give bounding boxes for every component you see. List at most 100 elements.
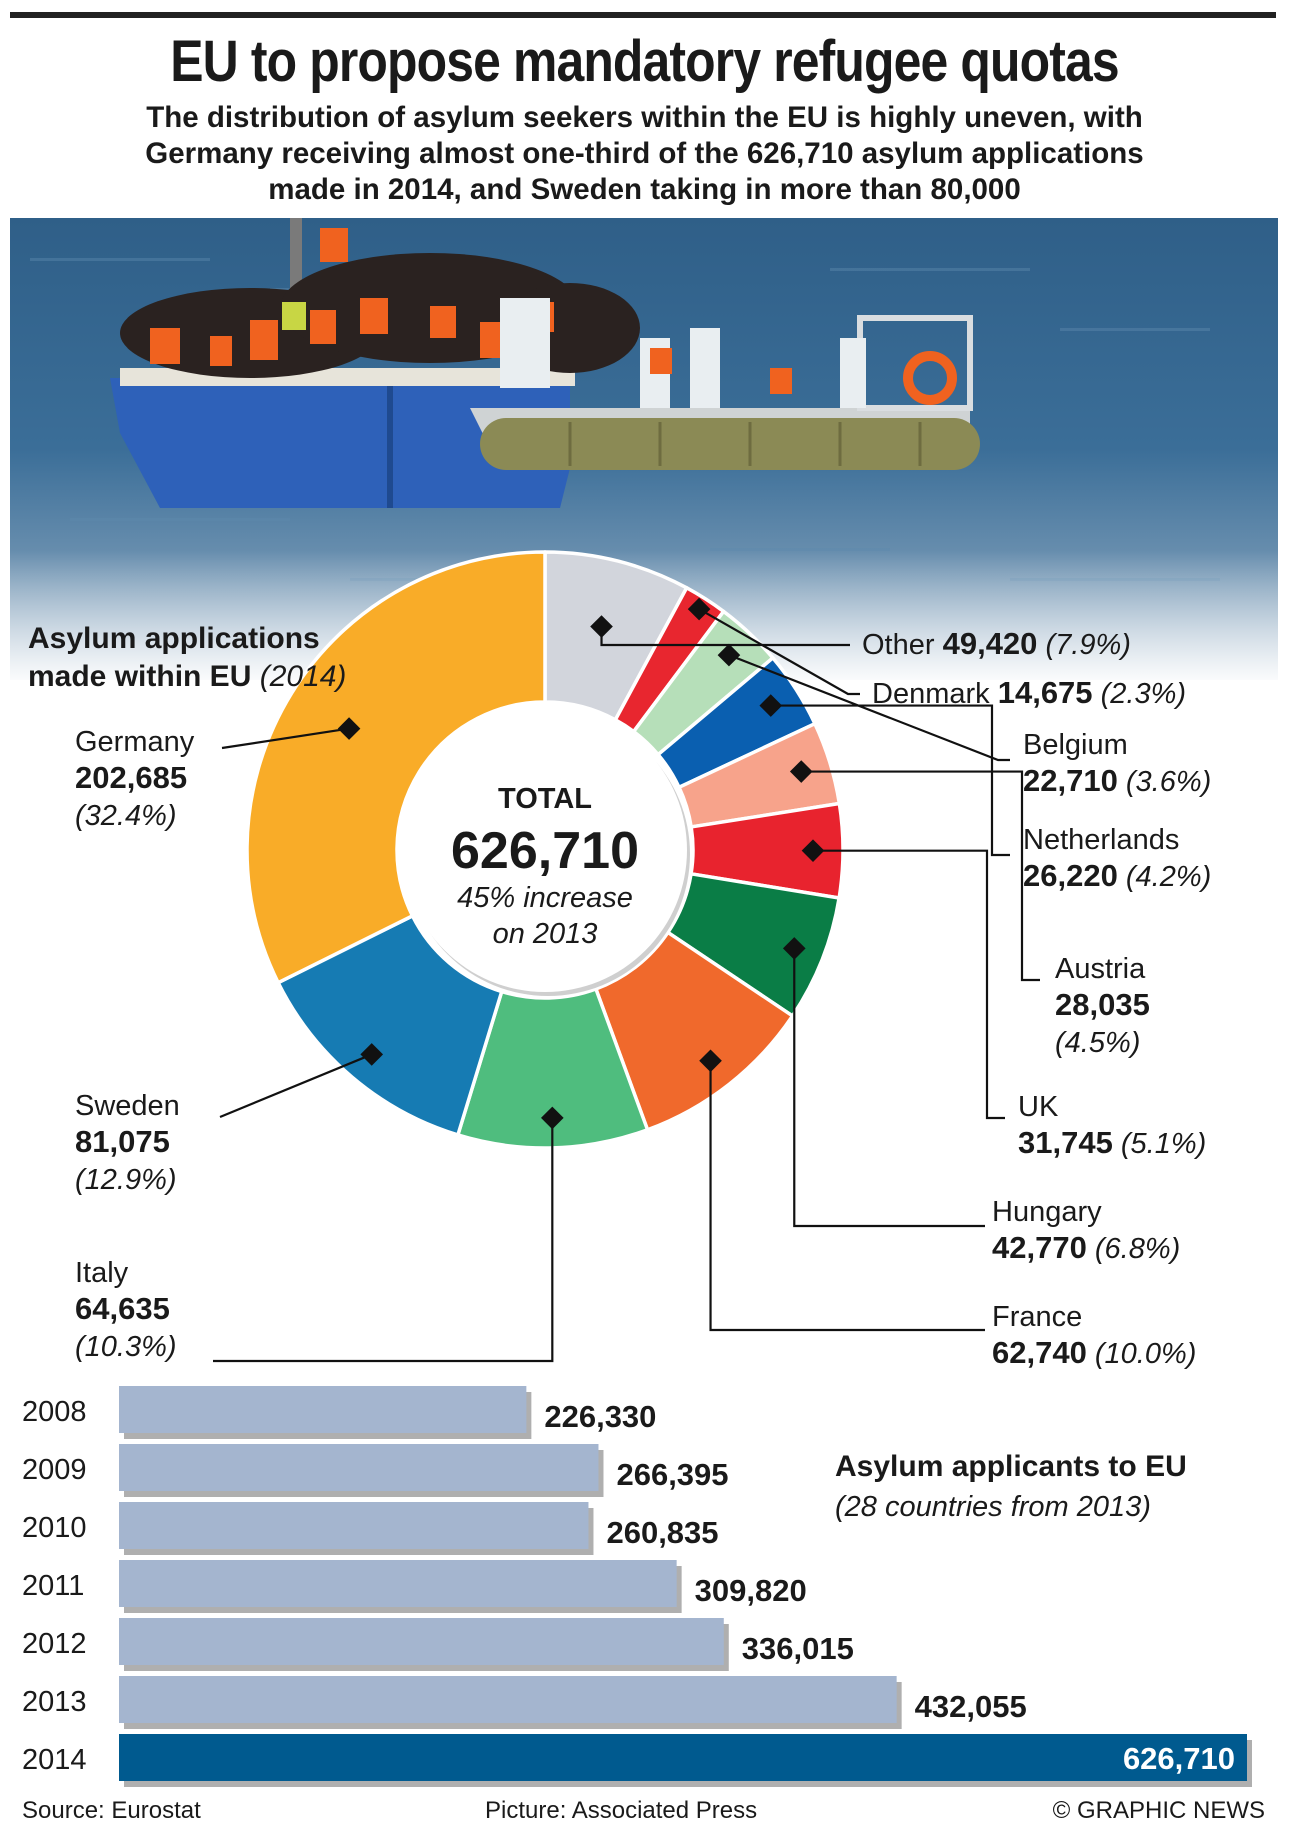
bar-value-2010: 260,835 xyxy=(606,1515,718,1550)
slice-value: 22,710 xyxy=(1023,763,1118,798)
slice-percent: (4.5%) xyxy=(1055,1027,1140,1059)
leader-marker xyxy=(782,937,806,960)
slice-label-hungary: 42,770 (6.8%) xyxy=(992,1230,1180,1265)
pie-leaders xyxy=(213,597,1040,1363)
leader-line xyxy=(728,654,1010,762)
slice-label-belgium: 22,710 (3.6%) xyxy=(1023,763,1211,798)
slice-value: 64,635 xyxy=(75,1291,170,1326)
bar-title: Asylum applicants to EU xyxy=(835,1450,1187,1483)
leader-marker xyxy=(590,615,613,638)
pie-title-note: (2014) xyxy=(260,660,347,693)
bar-value-2009: 266,395 xyxy=(616,1457,728,1492)
spacer xyxy=(1037,629,1045,661)
pie-title-text: made within EU xyxy=(28,660,260,693)
bar-category-2009: 2009 xyxy=(22,1454,87,1486)
leader-line xyxy=(801,770,1040,982)
center-note: 45% increase xyxy=(457,882,633,914)
slice-value: 14,675 xyxy=(998,675,1093,710)
slice-label-italy: (10.3%) xyxy=(75,1331,177,1363)
slice-name: Netherlands xyxy=(1023,824,1179,856)
bar-value-2012: 336,015 xyxy=(742,1631,854,1666)
slice-percent: (32.4%) xyxy=(75,800,177,832)
top-rule xyxy=(10,12,1276,18)
pie-slice-germany xyxy=(245,550,547,985)
pie-title: made within EU (2014) xyxy=(28,660,346,693)
slice-value: 62,740 xyxy=(992,1335,1087,1370)
leader-marker xyxy=(541,1106,564,1130)
spacer xyxy=(1087,1233,1095,1265)
slice-label-netherlands: 26,220 (4.2%) xyxy=(1023,858,1211,893)
slice-label-france: 62,740 (10.0%) xyxy=(992,1335,1196,1370)
slice-label-germany: (32.4%) xyxy=(75,800,177,832)
slice-label-italy: Italy xyxy=(75,1257,129,1289)
slice-name: Germany xyxy=(75,726,195,758)
bar-category-2008: 2008 xyxy=(22,1396,87,1428)
bar-note: (28 countries from 2013) xyxy=(835,1491,1151,1523)
slice-label-austria: Austria xyxy=(1055,953,1146,985)
slice-label-germany: 202,685 xyxy=(75,760,187,795)
spacer xyxy=(1118,861,1126,893)
slice-name: France xyxy=(992,1301,1082,1333)
bar-value-2013: 432,055 xyxy=(915,1689,1027,1724)
slice-label-sweden: 81,075 xyxy=(75,1124,170,1159)
slice-name: Denmark xyxy=(872,678,990,710)
pie-title: Asylum applications xyxy=(28,622,320,655)
slice-name: Austria xyxy=(1055,953,1146,985)
publisher-credit: © GRAPHIC NEWS xyxy=(1052,1797,1265,1824)
bar-2011 xyxy=(119,1560,677,1607)
bar-2013 xyxy=(119,1676,897,1723)
bar-category-2014: 2014 xyxy=(22,1744,87,1776)
bar-category-2013: 2013 xyxy=(22,1686,87,1718)
slice-percent: (10.3%) xyxy=(75,1331,177,1363)
slice-name: Italy xyxy=(75,1257,129,1289)
slice-name: Belgium xyxy=(1023,729,1128,761)
slice-name: Sweden xyxy=(75,1090,180,1122)
leader-line xyxy=(793,948,985,1228)
slice-name: UK xyxy=(1018,1091,1059,1123)
leader-marker xyxy=(759,694,783,717)
slice-label-uk: UK xyxy=(1018,1091,1059,1123)
bar-2008 xyxy=(119,1386,527,1433)
leader-marker xyxy=(801,839,825,862)
leader-line xyxy=(812,849,1005,1120)
bar-value-2008: 226,330 xyxy=(544,1399,656,1434)
bar-category-2010: 2010 xyxy=(22,1512,87,1544)
boat-photo xyxy=(10,218,1278,680)
slice-value: 202,685 xyxy=(75,760,187,795)
slice-label-italy: 64,635 xyxy=(75,1291,170,1326)
bar-chart: 2008 226,330 2009 266,395 2010 260,835 2011 309… xyxy=(22,1386,1252,1787)
pie-labels: Other 49,420 (7.9%) Denmark 14,675 (2.3%)… xyxy=(28,622,1211,1370)
slice-label-germany: Germany xyxy=(75,726,195,758)
center-note: on 2013 xyxy=(493,918,598,950)
leader-marker xyxy=(717,643,741,667)
spacer xyxy=(1118,766,1126,798)
pie-slice-sweden xyxy=(276,914,504,1137)
leader-line xyxy=(698,608,860,696)
leader-line xyxy=(221,727,350,750)
spacer xyxy=(935,629,943,661)
slice-label-sweden: Sweden xyxy=(75,1090,180,1122)
slice-percent: (3.6%) xyxy=(1126,766,1211,798)
subtitle-line: Germany receiving almost one-third of th… xyxy=(145,137,1144,170)
slice-label-belgium: Belgium xyxy=(1023,729,1128,761)
slice-label-uk: 31,745 (5.1%) xyxy=(1018,1125,1206,1160)
slice-name: Other xyxy=(862,629,935,661)
center-hole xyxy=(403,708,687,992)
slice-percent: (10.0%) xyxy=(1095,1338,1197,1370)
spacer xyxy=(1087,1338,1095,1370)
subtitle-line: made in 2014, and Sweden taking in more … xyxy=(268,173,1021,206)
slice-label-austria: (4.5%) xyxy=(1055,1027,1140,1059)
slice-value: 42,770 xyxy=(992,1230,1087,1265)
pie-chart xyxy=(245,550,845,1150)
subtitle-line: The distribution of asylum seekers withi… xyxy=(146,101,1143,134)
slice-label-france: France xyxy=(992,1301,1082,1333)
slice-percent: (6.8%) xyxy=(1095,1233,1180,1265)
leader-marker xyxy=(699,1049,722,1073)
slice-percent: (5.1%) xyxy=(1121,1128,1206,1160)
slice-value: 26,220 xyxy=(1023,858,1118,893)
bar-category-2011: 2011 xyxy=(22,1570,84,1602)
bar-value-2014: 626,710 xyxy=(1123,1741,1235,1776)
slice-percent: (2.3%) xyxy=(1101,678,1186,710)
leader-marker xyxy=(687,597,711,621)
